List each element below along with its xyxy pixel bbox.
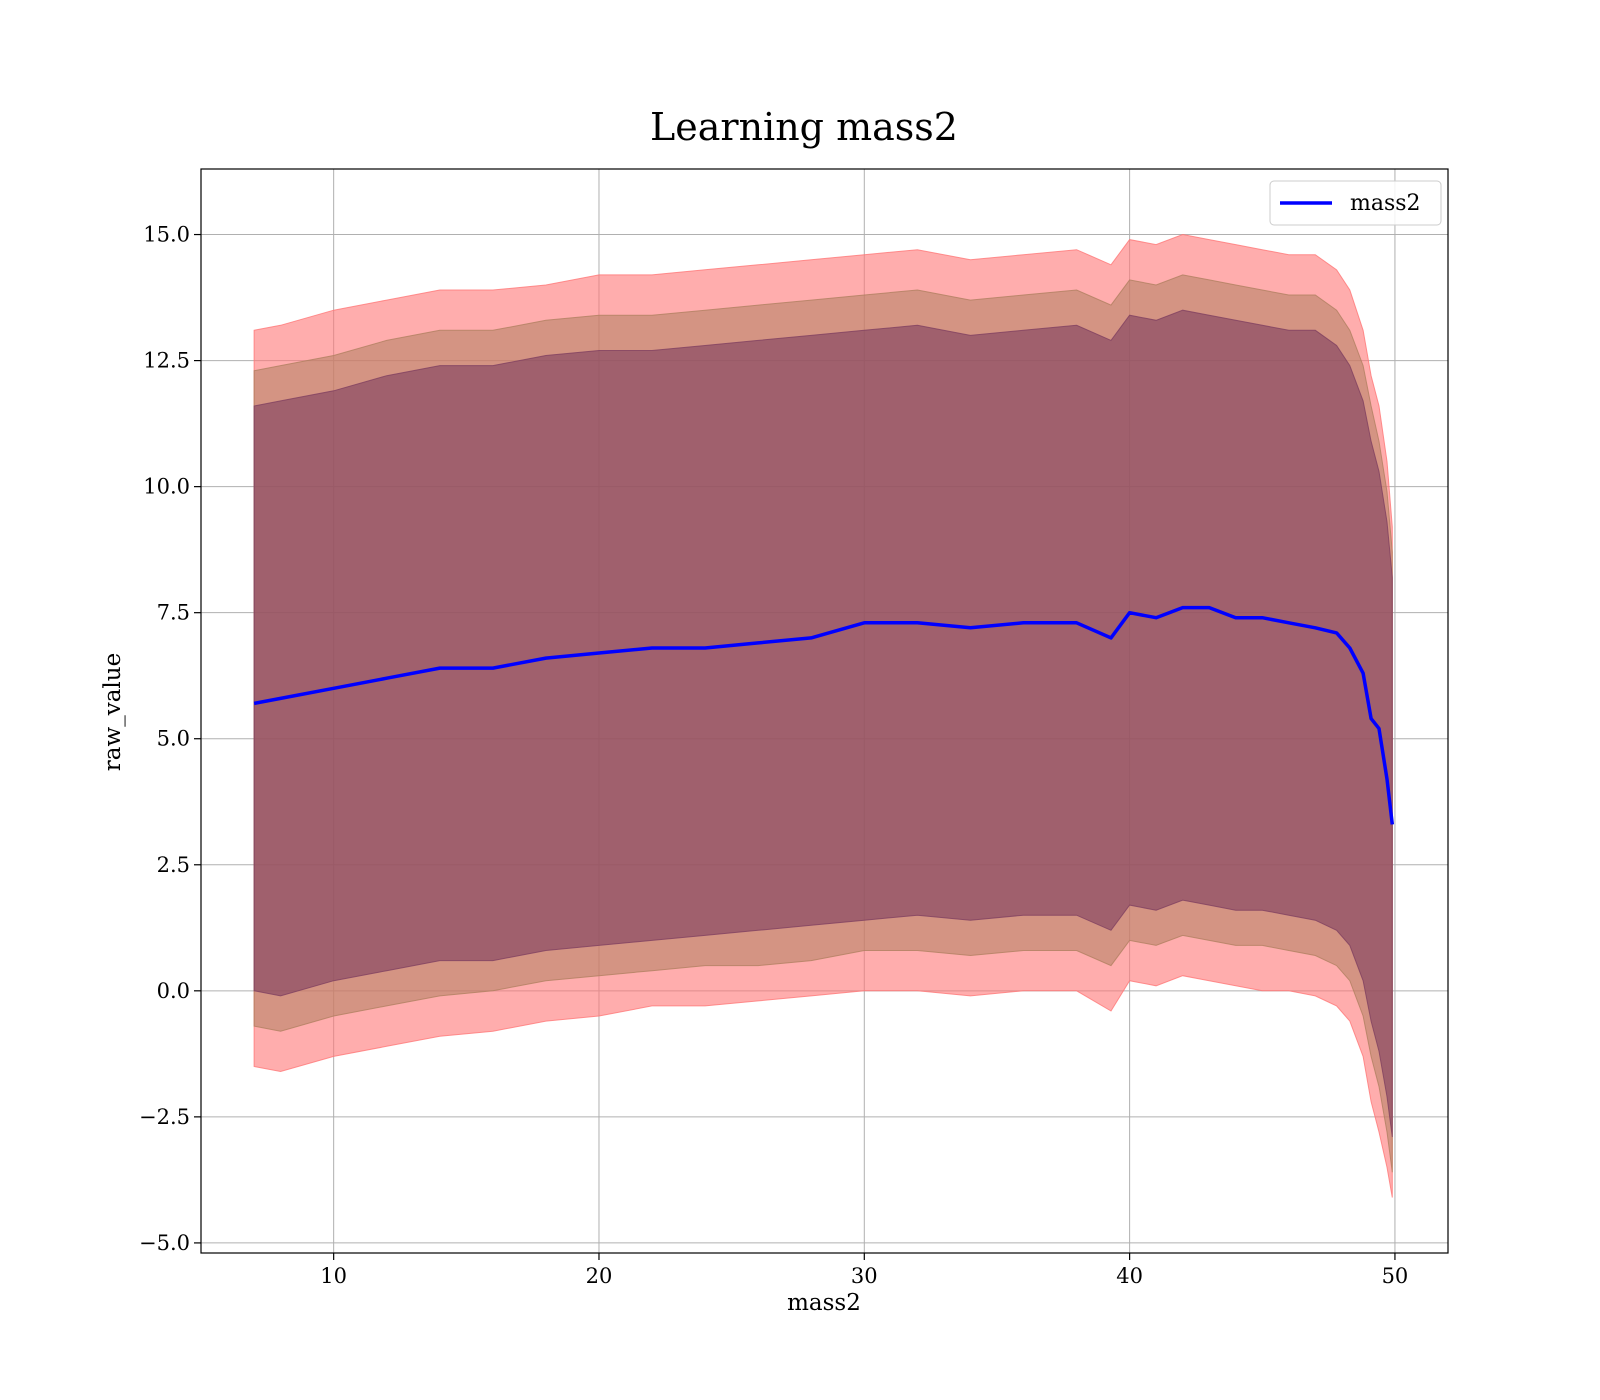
x-axis-label: mass2 [787,1290,861,1316]
legend-box [1269,180,1442,226]
y-tick-label-8: 15.0 [143,223,190,247]
chart-title: Learning mass2 [650,105,958,149]
plot-frame [200,168,1449,1254]
y-tick-label-5: 7.5 [157,601,190,625]
legend-label: mass2 [1350,191,1421,216]
y-tick-label-0: −5.0 [139,1231,190,1255]
x-axis: 10 20 30 40 50 [320,1253,1408,1288]
y-axis-label: raw_value [100,653,126,771]
y-tick-label-2: 0.0 [157,979,190,1003]
y-tick-label-4: 5.0 [157,727,190,751]
series-line-0 [253,605,1395,825]
x-tick-label-2: 30 [851,1264,878,1288]
y-tick-label-1: −2.5 [139,1105,190,1129]
x-tick-label-1: 20 [586,1264,613,1288]
y-tick-label-3: 2.5 [157,853,190,877]
y-tick-label-7: 12.5 [143,349,190,373]
legend: mass2 [1269,180,1442,226]
band-inner [253,309,1393,1138]
y-axis: −5.0 −2.5 0.0 2.5 5.0 7.5 10.0 12.5 15.0 [139,223,201,1255]
y-tick-label-6: 10.0 [143,475,190,499]
series-lines [253,605,1395,825]
x-tick-label-3: 40 [1116,1264,1143,1288]
bands [253,233,1393,1198]
x-tick-label-4: 50 [1382,1264,1409,1288]
x-tick-label-0: 10 [320,1264,347,1288]
